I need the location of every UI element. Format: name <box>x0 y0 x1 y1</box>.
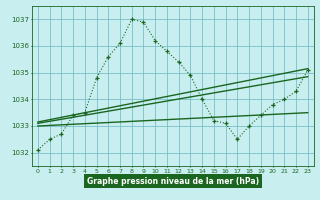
X-axis label: Graphe pression niveau de la mer (hPa): Graphe pression niveau de la mer (hPa) <box>87 177 259 186</box>
